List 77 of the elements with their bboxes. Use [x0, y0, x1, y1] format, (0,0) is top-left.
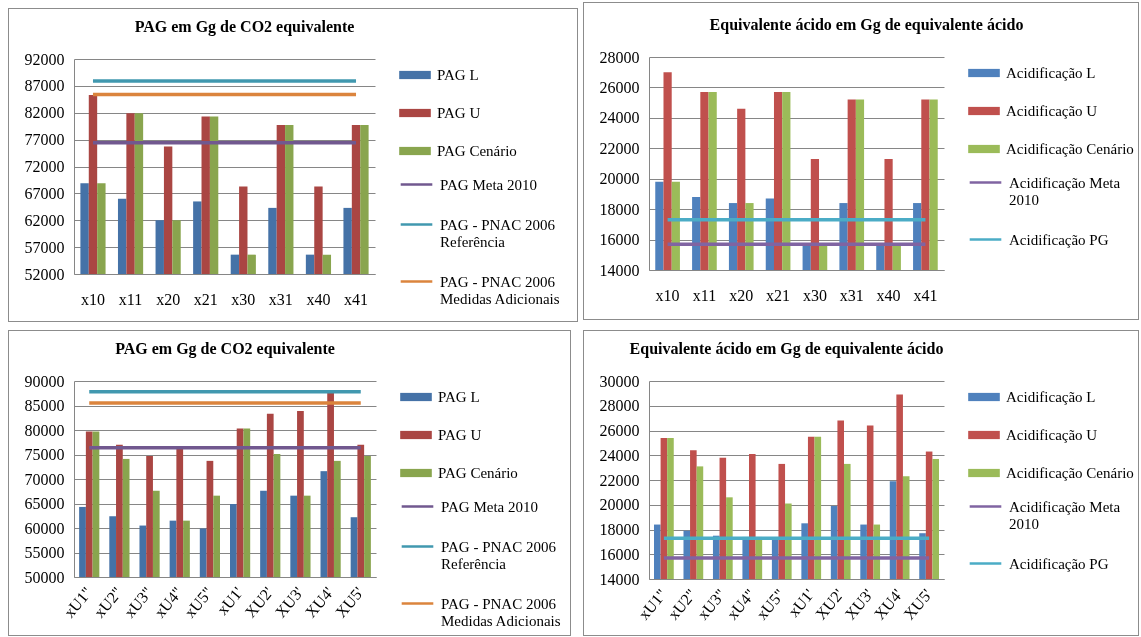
x-tick-label: x41	[344, 290, 369, 308]
y-tick-label: 26000	[599, 422, 640, 439]
legend-label: PAG - PNAC 2006 Referência	[440, 216, 556, 250]
x-tick-label: x10	[655, 286, 680, 304]
legend-label: PAG - PNAC 2006 Referência	[441, 538, 557, 572]
x-tick-label: x40	[306, 290, 331, 308]
chart-title: PAG em Gg de CO2 equivalente	[115, 340, 335, 358]
legend-label: PAG U	[438, 427, 482, 443]
y-tick-label: 28000	[599, 397, 640, 415]
y-tick-label: 90000	[24, 372, 65, 390]
y-tick-label: 22000	[599, 139, 640, 157]
y-tick-label: 16000	[599, 545, 640, 563]
y-tick-label: 82000	[24, 104, 65, 122]
y-tick-label: 92000	[24, 50, 65, 68]
y-tick-label: 87000	[24, 77, 65, 95]
legend-label: PAG U	[437, 105, 481, 121]
x-tick-label: x10	[80, 290, 105, 308]
y-tick-label: 57000	[24, 238, 65, 256]
y-tick-label: 28000	[599, 48, 640, 66]
legend-label: Acidificação U	[1006, 103, 1098, 119]
y-tick-label: 55000	[24, 544, 65, 561]
legend-label: PAG - PNAC 2006 Medidas Adicionais	[441, 595, 561, 629]
y-tick-label: 24000	[599, 446, 640, 464]
x-tick-label: x20	[156, 290, 181, 308]
legend-label: PAG Cenário	[437, 143, 517, 159]
y-tick-label: 26000	[599, 78, 640, 96]
x-tick-label: x41	[913, 286, 938, 304]
y-tick-label: 14000	[599, 570, 640, 588]
legend-label: PAG Meta 2010	[441, 498, 538, 515]
y-tick-label: 16000	[599, 231, 640, 249]
legend-label: Acidificação U	[1006, 427, 1098, 443]
y-tick-label: 24000	[599, 109, 640, 127]
y-tick-label: 77000	[24, 131, 65, 149]
legend-label: Acidificação L	[1006, 65, 1096, 81]
chart-title: Equivalente ácido em Gg de equivalente ácido	[629, 340, 944, 358]
y-tick-label: 18000	[599, 200, 640, 218]
y-tick-label: 80000	[24, 421, 65, 439]
x-tick-label: x31	[268, 290, 293, 308]
legend-label: Acidificação PG	[1009, 555, 1109, 572]
y-tick-label: 70000	[24, 470, 65, 488]
x-tick-label: x11	[118, 290, 143, 308]
chart-title: Equivalente ácido em Gg de equivalente ácido	[709, 16, 1024, 34]
x-tick-label: x20	[729, 286, 754, 304]
x-tick-label: x31	[839, 286, 864, 304]
y-tick-label: 22000	[599, 471, 640, 489]
chart-title: PAG em Gg de CO2 equivalente	[134, 18, 355, 36]
y-tick-label: 50000	[24, 568, 65, 586]
legend-label: PAG L	[438, 389, 480, 405]
x-tick-label: x30	[802, 286, 827, 304]
y-tick-label: 30000	[599, 372, 640, 390]
x-tick-label: x30	[231, 290, 256, 308]
legend-label: Acidificação PG	[1009, 231, 1109, 248]
y-tick-label: 85000	[24, 397, 65, 414]
legend-label: PAG Meta 2010	[440, 176, 537, 193]
legend-label: Acidificação Cenário	[1006, 141, 1134, 157]
y-tick-label: 67000	[24, 184, 65, 202]
y-tick-label: 72000	[24, 158, 65, 175]
legend-label: Acidificação Cenário	[1006, 465, 1134, 481]
y-tick-label: 18000	[599, 521, 640, 538]
y-tick-label: 62000	[24, 211, 65, 229]
legend-label: Acidificação Meta 2010	[1009, 174, 1121, 208]
legend-label: Acidificação L	[1006, 389, 1096, 405]
y-tick-label: 52000	[24, 265, 65, 283]
y-tick-label: 65000	[24, 495, 65, 512]
legend-label: PAG L	[437, 67, 479, 83]
y-tick-label: 75000	[24, 446, 65, 463]
x-tick-label: x40	[876, 286, 901, 304]
y-tick-label: 20000	[599, 496, 640, 514]
x-tick-label: x21	[766, 286, 791, 304]
x-tick-label: x11	[692, 286, 717, 304]
legend-label: Acidificação Meta 2010	[1009, 498, 1121, 532]
legend-label: PAG - PNAC 2006 Medidas Adicionais	[440, 273, 560, 307]
x-tick-label: x21	[193, 290, 218, 308]
y-tick-label: 60000	[24, 519, 65, 537]
y-tick-label: 20000	[599, 170, 640, 188]
legend-label: PAG Cenário	[438, 465, 518, 481]
y-tick-label: 14000	[599, 261, 640, 279]
